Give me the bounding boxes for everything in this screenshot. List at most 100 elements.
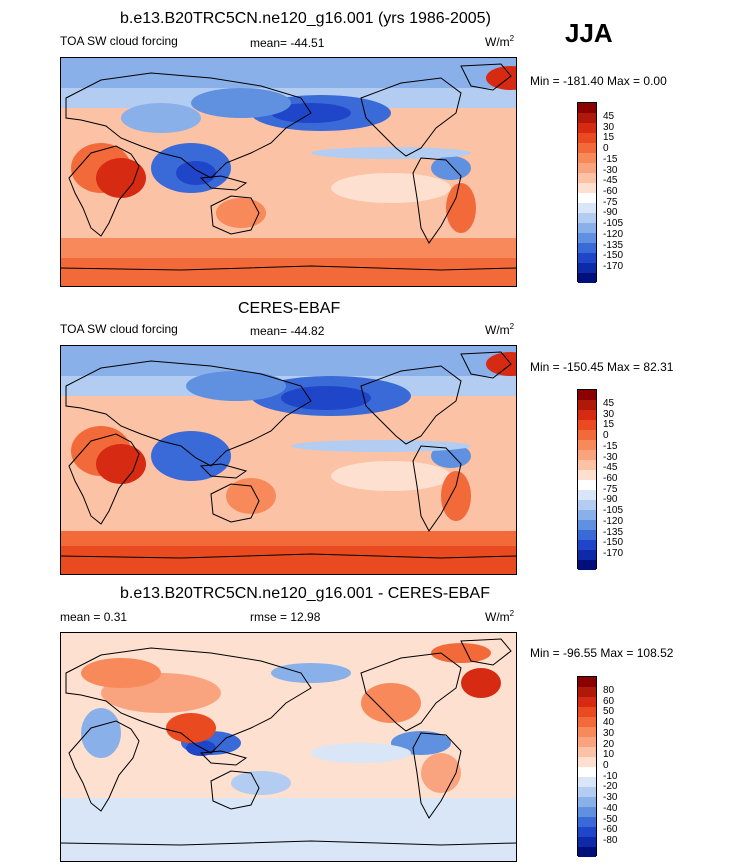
colorbar-segment (578, 430, 596, 440)
colorbar-segment (578, 727, 596, 737)
colorbar-tick-label: -60 (603, 473, 618, 484)
colorbar-segment (578, 520, 596, 530)
colorbar-segment (578, 143, 596, 153)
panel3-units: W/m2 (485, 609, 515, 624)
colorbar-segment (578, 133, 596, 143)
panel1-mean-label: mean= -44.51 (250, 36, 325, 50)
colorbar-tick-label: -170 (603, 261, 624, 272)
colorbar-tick-label: -170 (603, 548, 624, 559)
panel2-title: CERES-EBAF (238, 300, 341, 317)
colorbar-segment (578, 400, 596, 410)
panel2-minmax: Min = -150.45 Max = 82.31 (530, 360, 674, 374)
colorbar-tick-label: -45 (603, 462, 618, 474)
colorbar-segment (578, 460, 596, 470)
colorbar-tick-label: 0 (603, 430, 609, 442)
colorbar-segment (578, 113, 596, 123)
colorbar-segment (578, 243, 596, 253)
colorbar-segment (578, 777, 596, 787)
colorbar-tick-label: 40 (603, 717, 615, 729)
colorbar-tick-label: 45 (603, 398, 615, 409)
panel3-mean-label: mean = 0.31 (60, 610, 128, 624)
colorbar-tick-label: -30 (603, 451, 618, 463)
colorbar-segment (578, 797, 596, 807)
colorbar-segment (578, 470, 596, 480)
colorbar-segment (578, 550, 596, 560)
panel2-map (60, 345, 517, 575)
panel1-title: b.e13.B20TRC5CN.ne120_g16.001 (yrs 1986-… (120, 10, 491, 27)
colorbar-tick-label: 15 (603, 132, 615, 144)
panel3-rmse-label: rmse = 12.98 (250, 610, 321, 624)
colorbar-segment (578, 263, 596, 273)
colorbar-tick-label: 15 (603, 419, 615, 431)
panel1-variable-label: TOA SW cloud forcing (60, 34, 178, 48)
colorbar-box (577, 102, 597, 283)
colorbar-tick-label: -45 (603, 175, 618, 187)
colorbar-tick-label: 60 (603, 695, 615, 707)
colorbar-tick-label: -150 (603, 537, 624, 549)
panel1-map (60, 57, 517, 287)
colorbar-segment (578, 440, 596, 450)
colorbar-tick-label: -20 (603, 781, 618, 793)
colorbar-segment (578, 717, 596, 727)
colorbar-segment (578, 103, 596, 113)
panel2-mean-label: mean= -44.82 (250, 324, 325, 338)
colorbar-tick-label: 10 (603, 749, 615, 761)
map-field (61, 346, 516, 574)
colorbar-segment (578, 500, 596, 510)
coastlines (61, 638, 516, 846)
colorbar-segment (578, 677, 596, 687)
colorbar-tick-label: -60 (603, 186, 618, 197)
colorbar-segment (578, 697, 596, 707)
map-field (61, 58, 516, 286)
season-label: JJA (565, 18, 613, 48)
colorbar-tick-label: 30 (603, 121, 615, 133)
colorbar-box (577, 676, 597, 857)
colorbar-segment (578, 837, 596, 847)
colorbar-segment (578, 203, 596, 213)
colorbar-segment (578, 390, 596, 400)
panel3-minmax: Min = -96.55 Max = 108.52 (530, 646, 674, 660)
panel2-variable-label: TOA SW cloud forcing (60, 322, 178, 336)
colorbar-tick-label: -90 (603, 494, 618, 506)
colorbar-tick-label: -120 (603, 515, 624, 527)
coastlines (61, 63, 516, 271)
colorbar-tick-label: -15 (603, 440, 618, 452)
colorbar-segment (578, 183, 596, 193)
colorbar-tick-label: -150 (603, 250, 624, 262)
colorbar-segment (578, 807, 596, 817)
colorbar-tick-label: 30 (603, 727, 615, 739)
colorbar-segment (578, 687, 596, 697)
colorbar-tick-label: -30 (603, 164, 618, 176)
colorbar-segment (578, 787, 596, 797)
coastlines (61, 351, 516, 559)
map-field (61, 633, 516, 861)
colorbar-tick-label: -30 (603, 792, 618, 804)
colorbar-segment (578, 480, 596, 490)
colorbar-segment (578, 223, 596, 233)
colorbar-tick-label: 45 (603, 111, 615, 122)
colorbar-segment (578, 193, 596, 203)
panel1-minmax: Min = -181.40 Max = 0.00 (530, 74, 667, 88)
colorbar-tick-label: 80 (603, 685, 615, 696)
colorbar-tick-label: 30 (603, 408, 615, 420)
colorbar-segment (578, 757, 596, 767)
colorbar-segment (578, 273, 596, 283)
colorbar-segment (578, 490, 596, 500)
colorbar-tick-label: -90 (603, 207, 618, 219)
colorbar-tick-label: 50 (603, 706, 615, 718)
colorbar-segment (578, 707, 596, 717)
colorbar-segment (578, 173, 596, 183)
panel3-title: b.e13.B20TRC5CN.ne120_g16.001 - CERES-EB… (120, 585, 490, 602)
colorbar-segment (578, 767, 596, 777)
colorbar-tick-label: 0 (603, 143, 609, 155)
colorbar-tick-label: 0 (603, 760, 609, 771)
colorbar-tick-label: -75 (603, 483, 618, 495)
colorbar-tick-label: -60 (603, 824, 618, 836)
colorbar-segment (578, 213, 596, 223)
colorbar-segment (578, 560, 596, 570)
panel3-map (60, 632, 517, 862)
colorbar-segment (578, 410, 596, 420)
colorbar-tick-label: -50 (603, 813, 618, 825)
colorbar-segment (578, 450, 596, 460)
colorbar-tick-label: -15 (603, 153, 618, 165)
